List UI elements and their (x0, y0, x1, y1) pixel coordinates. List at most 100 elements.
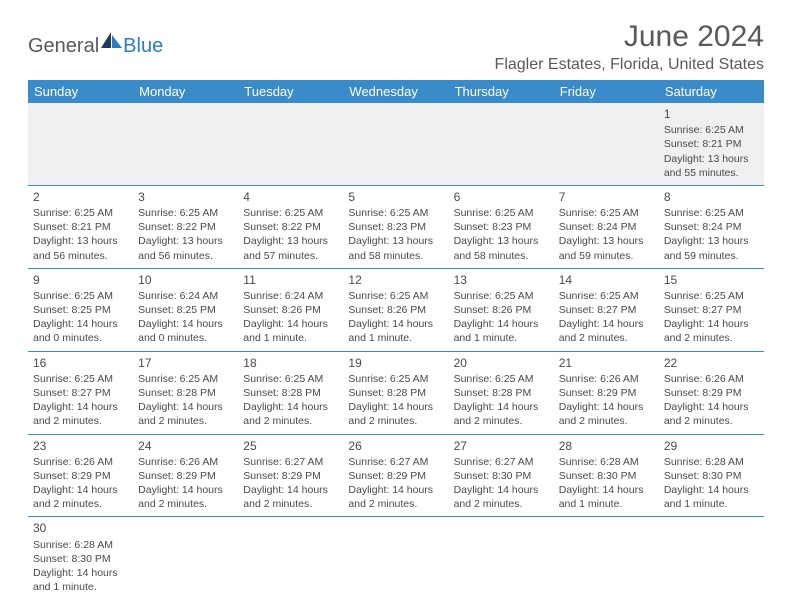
sunrise-line: Sunrise: 6:25 AM (348, 289, 443, 303)
sunrise-line: Sunrise: 6:25 AM (33, 289, 128, 303)
daylight-line: Daylight: 14 hours and 2 minutes. (33, 483, 128, 511)
day-number: 7 (559, 189, 654, 205)
sunset-line: Sunset: 8:30 PM (559, 469, 654, 483)
logo-sail-icon (101, 32, 123, 55)
sunset-line: Sunset: 8:28 PM (138, 386, 233, 400)
day-number: 17 (138, 355, 233, 371)
sunrise-line: Sunrise: 6:24 AM (243, 289, 338, 303)
weekday-header: Saturday (659, 80, 764, 103)
calendar-day: 30Sunrise: 6:28 AMSunset: 8:30 PMDayligh… (28, 517, 133, 599)
calendar-day: 20Sunrise: 6:25 AMSunset: 8:28 PMDayligh… (449, 351, 554, 434)
daylight-line: Daylight: 14 hours and 1 minute. (348, 317, 443, 345)
sunset-line: Sunset: 8:30 PM (33, 552, 128, 566)
sunset-line: Sunset: 8:29 PM (348, 469, 443, 483)
sunset-line: Sunset: 8:30 PM (664, 469, 759, 483)
calendar-day: 23Sunrise: 6:26 AMSunset: 8:29 PMDayligh… (28, 434, 133, 517)
daylight-line: Daylight: 14 hours and 2 minutes. (454, 483, 549, 511)
calendar-empty (449, 103, 554, 185)
sunset-line: Sunset: 8:30 PM (454, 469, 549, 483)
sunrise-line: Sunrise: 6:25 AM (33, 372, 128, 386)
daylight-line: Daylight: 14 hours and 1 minute. (664, 483, 759, 511)
sunset-line: Sunset: 8:28 PM (243, 386, 338, 400)
calendar-day: 26Sunrise: 6:27 AMSunset: 8:29 PMDayligh… (343, 434, 448, 517)
sunrise-line: Sunrise: 6:26 AM (138, 455, 233, 469)
day-number: 8 (664, 189, 759, 205)
calendar-day: 11Sunrise: 6:24 AMSunset: 8:26 PMDayligh… (238, 268, 343, 351)
calendar-day: 29Sunrise: 6:28 AMSunset: 8:30 PMDayligh… (659, 434, 764, 517)
day-number: 14 (559, 272, 654, 288)
sunset-line: Sunset: 8:22 PM (243, 220, 338, 234)
sunrise-line: Sunrise: 6:25 AM (348, 206, 443, 220)
calendar-empty (554, 517, 659, 599)
sunrise-line: Sunrise: 6:25 AM (33, 206, 128, 220)
calendar-empty (343, 517, 448, 599)
location: Flagler Estates, Florida, United States (495, 56, 764, 74)
sunset-line: Sunset: 8:21 PM (664, 137, 759, 151)
daylight-line: Daylight: 14 hours and 1 minute. (243, 317, 338, 345)
sunrise-line: Sunrise: 6:28 AM (559, 455, 654, 469)
calendar-empty (238, 103, 343, 185)
daylight-line: Daylight: 14 hours and 2 minutes. (454, 400, 549, 428)
calendar-week: 1Sunrise: 6:25 AMSunset: 8:21 PMDaylight… (28, 103, 764, 185)
day-number: 18 (243, 355, 338, 371)
daylight-line: Daylight: 13 hours and 59 minutes. (559, 234, 654, 262)
sunset-line: Sunset: 8:27 PM (664, 303, 759, 317)
sunset-line: Sunset: 8:29 PM (243, 469, 338, 483)
sunrise-line: Sunrise: 6:25 AM (664, 123, 759, 137)
calendar-table: SundayMondayTuesdayWednesdayThursdayFrid… (28, 80, 764, 599)
weekday-header: Wednesday (343, 80, 448, 103)
calendar-empty (133, 517, 238, 599)
calendar-day: 19Sunrise: 6:25 AMSunset: 8:28 PMDayligh… (343, 351, 448, 434)
calendar-day: 3Sunrise: 6:25 AMSunset: 8:22 PMDaylight… (133, 185, 238, 268)
calendar-day: 5Sunrise: 6:25 AMSunset: 8:23 PMDaylight… (343, 185, 448, 268)
day-number: 2 (33, 189, 128, 205)
sunset-line: Sunset: 8:22 PM (138, 220, 233, 234)
day-number: 25 (243, 438, 338, 454)
sunset-line: Sunset: 8:28 PM (454, 386, 549, 400)
calendar-day: 10Sunrise: 6:24 AMSunset: 8:25 PMDayligh… (133, 268, 238, 351)
daylight-line: Daylight: 14 hours and 2 minutes. (664, 317, 759, 345)
day-number: 11 (243, 272, 338, 288)
sunset-line: Sunset: 8:27 PM (33, 386, 128, 400)
calendar-empty (659, 517, 764, 599)
sunrise-line: Sunrise: 6:26 AM (33, 455, 128, 469)
sunrise-line: Sunrise: 6:24 AM (138, 289, 233, 303)
logo: General Blue (28, 32, 163, 61)
calendar-day: 24Sunrise: 6:26 AMSunset: 8:29 PMDayligh… (133, 434, 238, 517)
calendar-day: 13Sunrise: 6:25 AMSunset: 8:26 PMDayligh… (449, 268, 554, 351)
daylight-line: Daylight: 13 hours and 55 minutes. (664, 152, 759, 180)
calendar-day: 1Sunrise: 6:25 AMSunset: 8:21 PMDaylight… (659, 103, 764, 185)
calendar-day: 4Sunrise: 6:25 AMSunset: 8:22 PMDaylight… (238, 185, 343, 268)
sunrise-line: Sunrise: 6:25 AM (559, 289, 654, 303)
sunset-line: Sunset: 8:27 PM (559, 303, 654, 317)
calendar-empty (238, 517, 343, 599)
sunrise-line: Sunrise: 6:25 AM (664, 206, 759, 220)
daylight-line: Daylight: 14 hours and 0 minutes. (138, 317, 233, 345)
day-number: 24 (138, 438, 233, 454)
logo-text-blue: Blue (123, 35, 163, 58)
sunrise-line: Sunrise: 6:26 AM (664, 372, 759, 386)
calendar-day: 12Sunrise: 6:25 AMSunset: 8:26 PMDayligh… (343, 268, 448, 351)
sunset-line: Sunset: 8:29 PM (559, 386, 654, 400)
day-number: 21 (559, 355, 654, 371)
calendar-empty (133, 103, 238, 185)
daylight-line: Daylight: 14 hours and 0 minutes. (33, 317, 128, 345)
day-number: 19 (348, 355, 443, 371)
sunrise-line: Sunrise: 6:26 AM (559, 372, 654, 386)
sunrise-line: Sunrise: 6:25 AM (243, 206, 338, 220)
calendar-day: 17Sunrise: 6:25 AMSunset: 8:28 PMDayligh… (133, 351, 238, 434)
calendar-week: 16Sunrise: 6:25 AMSunset: 8:27 PMDayligh… (28, 351, 764, 434)
calendar-day: 21Sunrise: 6:26 AMSunset: 8:29 PMDayligh… (554, 351, 659, 434)
day-number: 23 (33, 438, 128, 454)
sunrise-line: Sunrise: 6:27 AM (348, 455, 443, 469)
calendar-day: 8Sunrise: 6:25 AMSunset: 8:24 PMDaylight… (659, 185, 764, 268)
sunset-line: Sunset: 8:28 PM (348, 386, 443, 400)
daylight-line: Daylight: 13 hours and 57 minutes. (243, 234, 338, 262)
calendar-week: 9Sunrise: 6:25 AMSunset: 8:25 PMDaylight… (28, 268, 764, 351)
sunrise-line: Sunrise: 6:28 AM (664, 455, 759, 469)
sunset-line: Sunset: 8:25 PM (33, 303, 128, 317)
month-title: June 2024 (495, 20, 764, 54)
sunrise-line: Sunrise: 6:28 AM (33, 538, 128, 552)
calendar-day: 15Sunrise: 6:25 AMSunset: 8:27 PMDayligh… (659, 268, 764, 351)
day-number: 6 (454, 189, 549, 205)
